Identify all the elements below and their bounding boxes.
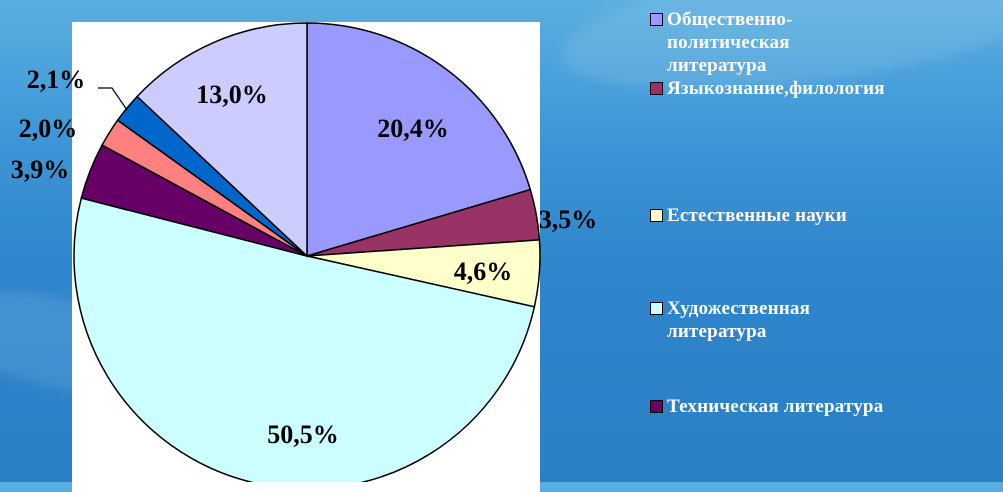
slice-data-label: 3,9% [11,155,70,184]
pie-chart: 20,4% 3,5% 4,6% 50,5% 3,9% 2,0% 2,1% 13,0% [11,22,598,482]
label-leader-line [98,87,128,111]
legend-label-line: литература [667,55,767,76]
slice-data-label: 4,6% [454,257,513,286]
legend-swatch [650,82,663,95]
legend-label-line: политическая [667,32,790,53]
slice-data-label: 3,5% [539,205,598,234]
slice-data-label: 2,0% [19,114,78,143]
legend-label-line: Естественные науки [667,205,847,226]
legend-label-line: Техническая литература [667,396,884,417]
legend-swatch [650,400,663,413]
legend-swatch [650,302,663,315]
pie-slice [73,197,536,482]
legend-item-estestvennye-nauki: Естественные науки [650,204,847,227]
slice-data-label: 2,1% [27,65,86,94]
slice-data-label: 50,5% [267,420,339,449]
slice-data-label: 20,4% [377,114,449,143]
legend-label-line: литература [667,321,767,342]
legend-swatch [650,209,663,222]
legend-label-line: Языкознание,филология [667,78,885,99]
legend-swatch [650,13,663,26]
legend-label-line: Общественно- [667,9,793,30]
legend-label-line: Художественная [667,298,811,319]
pie-slice [136,22,308,258]
legend-item-yazykoznanie: Языкознание,филология [650,77,885,100]
legend-item-obshchestvenno-politicheskaya: Общественно- политическая литература [650,8,793,77]
pie-slice [306,22,532,258]
slice-data-label: 13,0% [196,80,268,109]
legend-item-khudozhestvennaya: Художественная литература [650,297,810,343]
legend-item-tekhnicheskaya: Техническая литература [650,395,883,418]
